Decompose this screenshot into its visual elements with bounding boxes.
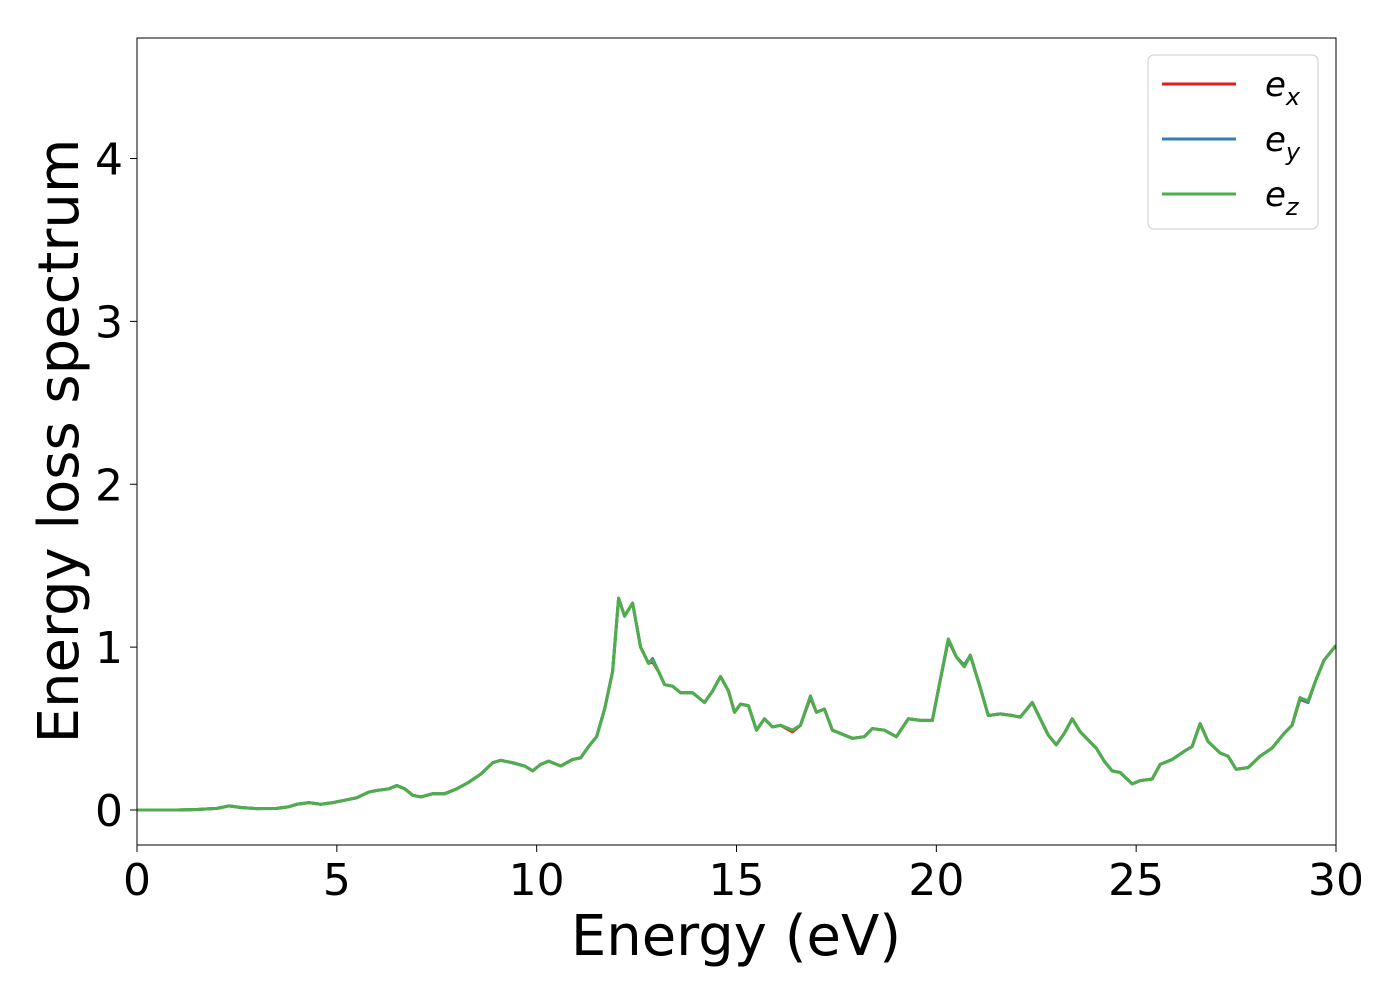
x-tick-label: 30 <box>1308 855 1364 906</box>
x-axis-label: Energy (eV) <box>571 904 901 969</box>
y-tick-label: 3 <box>95 297 123 348</box>
legend-label: ey <box>1265 120 1301 166</box>
legend-box <box>1147 54 1319 230</box>
y-tick-label: 1 <box>95 623 123 674</box>
y-tick-label: 4 <box>95 135 123 186</box>
y-axis-label: Energy loss spectrum <box>27 139 92 744</box>
series-line <box>137 596 1336 812</box>
x-tick-label: 15 <box>709 855 765 906</box>
legend-label: ex <box>1265 65 1301 111</box>
legend-label: ez <box>1265 175 1300 221</box>
x-tick-label: 20 <box>908 855 964 906</box>
x-tick-label: 5 <box>323 855 351 906</box>
x-tick-label: 25 <box>1108 855 1164 906</box>
x-tick-label: 10 <box>509 855 565 906</box>
y-tick-label: 2 <box>95 460 123 511</box>
plot-frame <box>136 37 1337 846</box>
y-tick-label: 0 <box>95 786 123 837</box>
x-tick-label: 0 <box>123 855 151 906</box>
